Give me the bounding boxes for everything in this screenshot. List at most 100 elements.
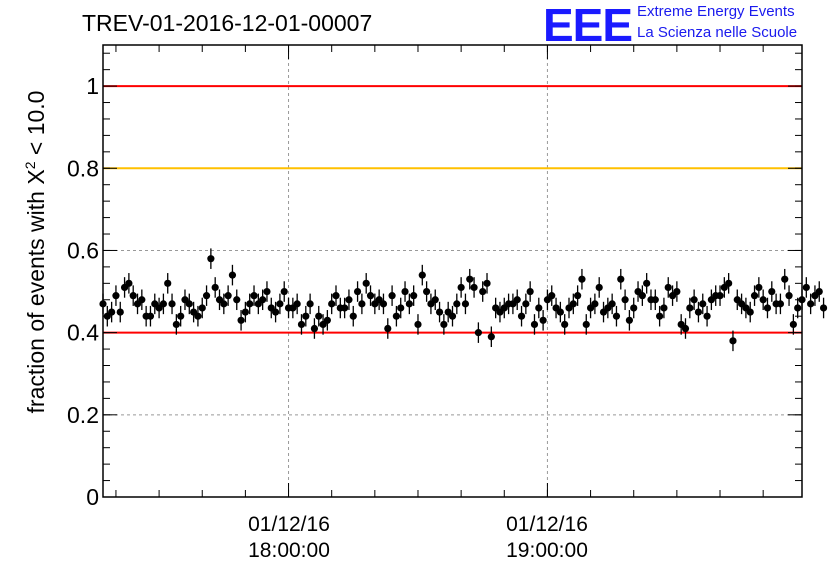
x-tick-time: 19:00:00 [506, 539, 588, 562]
data-point [280, 281, 288, 302]
marker [595, 283, 603, 292]
data-point [591, 293, 599, 315]
marker [776, 300, 785, 308]
marker [228, 271, 237, 279]
marker [470, 283, 478, 292]
data-point [466, 268, 474, 290]
marker [250, 292, 258, 300]
marker [168, 300, 176, 308]
y-axis-label: fraction of events with Χ2 < 10.0 [22, 91, 50, 414]
data-point [768, 281, 776, 302]
data-point [513, 289, 521, 311]
data-point [198, 297, 206, 319]
data-point [129, 285, 137, 306]
marker [483, 279, 491, 287]
data-point [410, 285, 418, 306]
data-point [703, 305, 711, 327]
logo-mark: EEE [543, 0, 633, 51]
y-axis-label-exponent: 2 [22, 161, 39, 170]
data-series [99, 248, 828, 352]
data-point [112, 285, 120, 306]
marker [384, 324, 392, 333]
marker [621, 296, 629, 304]
data-point [457, 277, 465, 298]
y-axis-label-prefix: fraction of events with [22, 184, 49, 414]
marker [306, 300, 314, 308]
marker [397, 304, 405, 312]
marker [819, 304, 828, 312]
data-point [241, 301, 249, 323]
marker [703, 312, 711, 320]
data-point [725, 273, 733, 294]
data-point [781, 268, 789, 290]
marker [112, 292, 120, 300]
data-point [660, 297, 668, 319]
data-point [349, 305, 357, 327]
marker [535, 304, 543, 312]
data-point [453, 293, 461, 315]
marker [794, 304, 802, 312]
marker [108, 308, 116, 316]
marker [323, 316, 331, 324]
marker [237, 316, 245, 324]
data-point [297, 314, 306, 335]
data-point [164, 273, 172, 294]
data-point [224, 285, 232, 306]
marker [690, 296, 698, 304]
data-point [276, 293, 284, 315]
marker [418, 271, 426, 279]
marker [297, 320, 306, 329]
data-point [794, 297, 802, 319]
marker [582, 320, 590, 329]
data-point [643, 273, 651, 294]
marker [608, 300, 616, 308]
data-point [729, 330, 737, 352]
data-point [664, 277, 672, 298]
data-point [530, 314, 539, 335]
data-point [716, 285, 724, 306]
marker [379, 300, 388, 308]
marker [457, 283, 465, 292]
data-point [789, 314, 797, 335]
y-axis-label-suffix: < 10.0 [22, 90, 49, 162]
data-point [237, 310, 245, 331]
data-point [763, 297, 772, 319]
data-point [483, 273, 491, 294]
data-point [474, 322, 482, 343]
data-point [686, 297, 694, 319]
data-point [315, 305, 323, 327]
x-tick-time: 18:00:00 [248, 539, 330, 562]
data-point [595, 277, 603, 298]
data-point [250, 285, 258, 306]
marker [789, 320, 797, 329]
data-point [569, 293, 577, 315]
data-point [185, 293, 193, 315]
marker [431, 296, 439, 304]
data-point [366, 285, 375, 306]
marker [759, 296, 767, 304]
marker [172, 320, 180, 329]
marker [694, 308, 703, 316]
y-tick-label: 0.2 [67, 402, 99, 428]
data-point [470, 277, 478, 298]
marker [246, 300, 254, 308]
marker [815, 287, 823, 296]
data-point [561, 314, 569, 335]
y-tick-label: 0.8 [67, 155, 99, 181]
marker [125, 279, 133, 287]
marker [578, 275, 586, 283]
eee-logo: EEE Extreme Energy Events La Scienza nel… [543, 0, 833, 51]
data-point [656, 305, 664, 327]
marker [574, 292, 582, 300]
marker [194, 312, 202, 320]
marker [202, 292, 211, 300]
data-point [259, 289, 267, 311]
data-point [379, 293, 388, 315]
data-point [194, 305, 202, 327]
data-point [608, 293, 616, 315]
data-point [125, 273, 133, 294]
marker [293, 300, 301, 308]
marker [224, 292, 232, 300]
marker [513, 296, 521, 304]
